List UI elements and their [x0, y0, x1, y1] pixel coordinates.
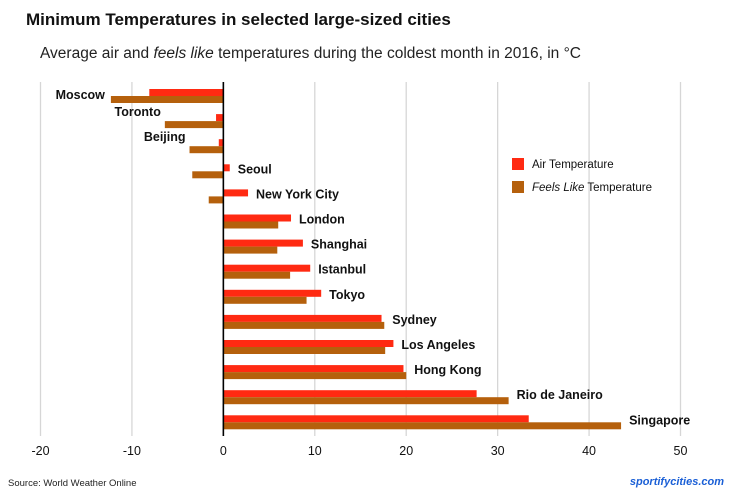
air-temperature-bar [223, 289, 322, 297]
air-temperature-bar [223, 164, 230, 172]
air-temperature-bar [223, 314, 382, 322]
x-tick-label: 20 [399, 444, 413, 458]
air-temperature-bar [223, 189, 249, 197]
chart-title: Minimum Temperatures in selected large-s… [26, 10, 451, 29]
feels-like-bar [223, 246, 278, 254]
city-label: Toronto [115, 105, 162, 119]
x-tick-label: 50 [674, 444, 688, 458]
subtitle-text: Average air and [40, 45, 154, 62]
city-label: London [299, 213, 345, 227]
city-label: Shanghai [311, 238, 367, 252]
x-tick-label: 0 [220, 444, 227, 458]
feels-like-bar [192, 171, 224, 179]
x-tick-label: 30 [491, 444, 505, 458]
x-tick-label: -20 [31, 444, 49, 458]
x-tick-label: -10 [123, 444, 141, 458]
air-temperature-bar [223, 264, 311, 272]
feels-like-bar [223, 271, 291, 279]
air-temperature-bar [223, 214, 292, 222]
legend-swatch-air [512, 158, 524, 170]
legend-label-rest: Temperature [584, 182, 652, 194]
feels-like-bar [223, 372, 407, 380]
feels-like-bar [223, 397, 509, 405]
legend-label-feels-like: Feels Like Temperature [532, 182, 652, 194]
air-temperature-bar [149, 89, 224, 96]
city-label: Beijing [144, 130, 186, 144]
x-tick-label: 10 [308, 444, 322, 458]
feels-like-bar [189, 146, 224, 154]
air-temperature-bar [218, 139, 224, 147]
feels-like-bar [223, 321, 385, 329]
chart-subtitle: Average air and feels like temperatures … [40, 45, 581, 63]
feels-like-bar [208, 196, 224, 204]
air-temperature-bar [223, 390, 477, 398]
feels-like-bar [223, 296, 307, 304]
city-label: Rio de Janeiro [517, 388, 603, 402]
legend-swatch-feels-like [512, 181, 524, 193]
feels-like-bar [223, 221, 279, 229]
city-label: New York City [256, 187, 339, 201]
city-label: Hong Kong [414, 363, 481, 377]
city-label: Los Angeles [401, 338, 475, 352]
air-temperature-bar [223, 415, 529, 423]
air-temperature-bar [223, 239, 303, 247]
city-label: Tokyo [329, 288, 365, 302]
city-label: Sydney [392, 313, 437, 327]
x-tick-label: 40 [582, 444, 596, 458]
feels-like-bar [110, 96, 224, 103]
source-note: Source: World Weather Online [8, 478, 137, 489]
air-temperature-bar [223, 340, 394, 347]
feels-like-bar [223, 347, 386, 354]
feels-like-bar [223, 422, 622, 430]
legend-label-air: Air Temperature [532, 159, 614, 171]
air-temperature-bar [223, 365, 404, 373]
legend-label-emphasis: Feels Like [532, 182, 584, 194]
feels-like-bar [164, 121, 224, 129]
city-label: Singapore [629, 413, 690, 427]
city-label: Istanbul [318, 263, 366, 277]
air-temperature-bar [216, 114, 224, 122]
subtitle-emphasis: feels like [153, 45, 214, 62]
subtitle-text-end: temperatures during the coldest month in… [213, 45, 581, 62]
city-label: Seoul [238, 162, 272, 176]
brand-link[interactable]: sportifycities.com [629, 476, 724, 488]
city-label: Moscow [56, 88, 106, 102]
